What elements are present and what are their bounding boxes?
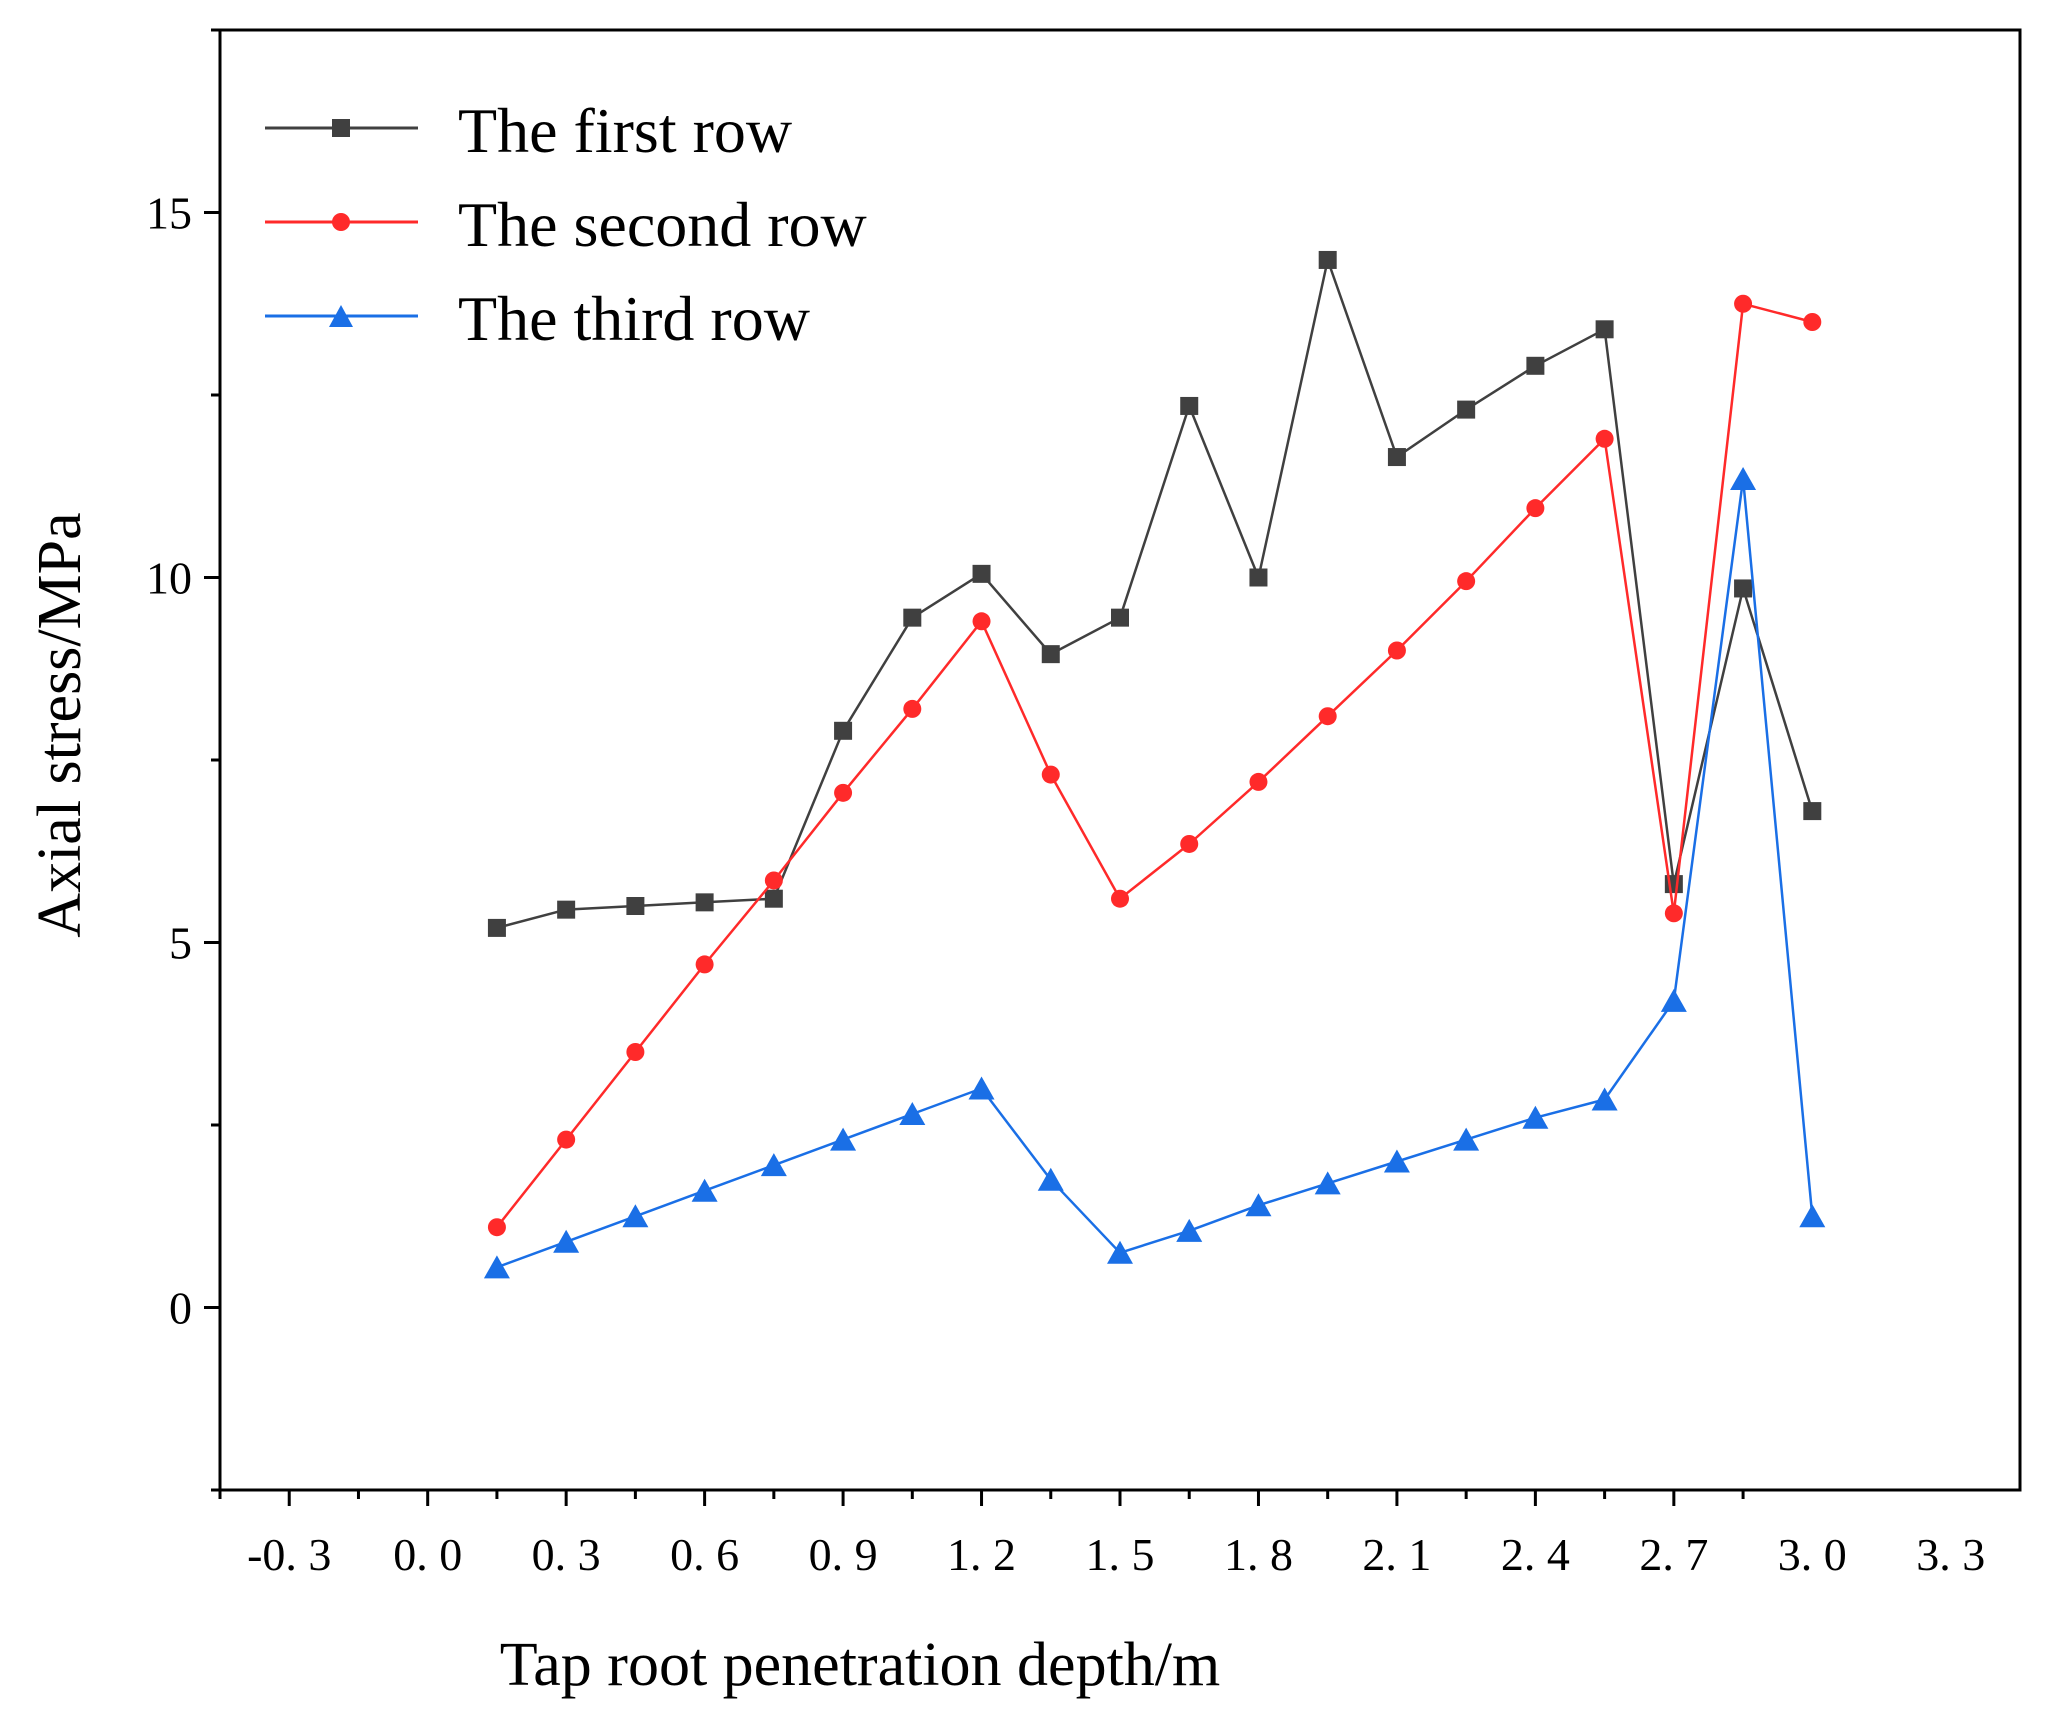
data-point (1180, 396, 1199, 415)
data-point (764, 889, 783, 908)
series-line (495, 302, 1813, 1228)
data-point (760, 1153, 787, 1177)
data-point (1803, 313, 1822, 331)
legend-marker-triangle (329, 305, 353, 327)
data-point (487, 1218, 506, 1237)
data-point (972, 564, 991, 583)
data-point (834, 783, 853, 802)
y-tick-label: 0 (169, 1283, 192, 1334)
legend-label-third-row: The third row (458, 283, 810, 354)
x-tick-label: -0. 3 (247, 1529, 331, 1580)
x-tick-label: 3. 3 (1916, 1529, 1985, 1580)
x-tick-label: 2. 4 (1501, 1529, 1570, 1580)
data-point (1453, 1127, 1480, 1151)
y-tick-label: 10 (146, 553, 192, 604)
data-point (1107, 1240, 1133, 1264)
data-point (695, 955, 714, 974)
data-point (899, 1102, 926, 1126)
data-point (1664, 904, 1683, 923)
x-tick-label: 0. 9 (809, 1529, 878, 1580)
data-point (968, 1076, 995, 1100)
data-point (1318, 707, 1337, 726)
data-point (834, 721, 853, 740)
series-line (496, 477, 1814, 1269)
data-point (1387, 448, 1406, 467)
data-point (1522, 1105, 1549, 1129)
series-2 (487, 294, 1822, 1237)
data-point (1245, 1193, 1272, 1217)
series-layer (483, 250, 1826, 1279)
data-point (1799, 1204, 1826, 1228)
data-point (1595, 320, 1614, 339)
x-tick-label: 2. 7 (1639, 1529, 1708, 1580)
data-point (553, 1229, 580, 1253)
data-point (1314, 1171, 1341, 1195)
legend-item-third-row: The third row (265, 283, 810, 354)
data-point (1387, 641, 1406, 660)
data-point (1457, 572, 1476, 591)
data-point (1180, 834, 1199, 853)
data-point (1526, 499, 1545, 518)
data-point (764, 871, 783, 890)
data-point (1383, 1149, 1410, 1173)
x-tick-label: 3. 0 (1778, 1529, 1847, 1580)
data-point (1041, 645, 1060, 664)
data-point (483, 1255, 510, 1279)
data-point (1734, 294, 1753, 313)
series-3 (483, 466, 1826, 1279)
legend-marker-circle (332, 213, 350, 231)
data-point (1037, 1167, 1064, 1191)
data-point (487, 918, 506, 937)
data-point (1318, 250, 1337, 269)
series-line (496, 258, 1814, 930)
data-point (1526, 356, 1545, 375)
x-tick-label: 2. 1 (1362, 1529, 1431, 1580)
legend-item-first-row: The first row (265, 95, 792, 166)
data-point (557, 1130, 576, 1149)
data-point (1041, 765, 1060, 784)
data-point (1595, 429, 1614, 448)
legend-item-second-row: The second row (265, 189, 867, 260)
data-point (903, 608, 922, 627)
x-tick-label: 0. 6 (670, 1529, 739, 1580)
x-tick-label: 1. 5 (1086, 1529, 1155, 1580)
data-point (626, 897, 645, 915)
data-point (1111, 889, 1129, 908)
data-point (1730, 466, 1757, 490)
data-point (1249, 772, 1268, 791)
x-tick-label: 0. 3 (532, 1529, 601, 1580)
x-axis-title: Tap root penetration depth/m (500, 1631, 1221, 1699)
data-point (1176, 1218, 1203, 1242)
data-point (557, 900, 576, 919)
y-tick-label: 15 (146, 188, 192, 239)
legend-marker-square (332, 119, 350, 137)
y-tick-label: 5 (169, 918, 192, 969)
x-tick-label: 1. 8 (1224, 1529, 1293, 1580)
data-point (1249, 568, 1268, 587)
data-point (830, 1127, 857, 1151)
data-point (1457, 400, 1476, 419)
data-point (622, 1204, 649, 1228)
legend-label-first-row: The first row (458, 95, 792, 166)
data-point (626, 1043, 645, 1061)
x-tick-label: 0. 0 (393, 1529, 462, 1580)
data-point (695, 893, 714, 912)
data-point (972, 612, 991, 631)
data-point (1660, 988, 1687, 1012)
legend: The first row The second row The third r… (265, 95, 867, 354)
series-1 (487, 250, 1822, 937)
data-point (1591, 1087, 1618, 1111)
data-point (1111, 608, 1129, 627)
data-point (691, 1178, 718, 1202)
data-point (1734, 579, 1753, 598)
data-point (1803, 802, 1822, 821)
x-tick-label: 1. 2 (947, 1529, 1016, 1580)
legend-label-second-row: The second row (458, 189, 867, 260)
data-point (903, 699, 922, 718)
axes: 0 5 10 15 -0. 3 0. 0 0. 3 0. 6 0. 9 1. 2 1. 5 1. 8 2… (146, 28, 1985, 1580)
y-axis-title: Axial stress/MPa (26, 512, 94, 937)
